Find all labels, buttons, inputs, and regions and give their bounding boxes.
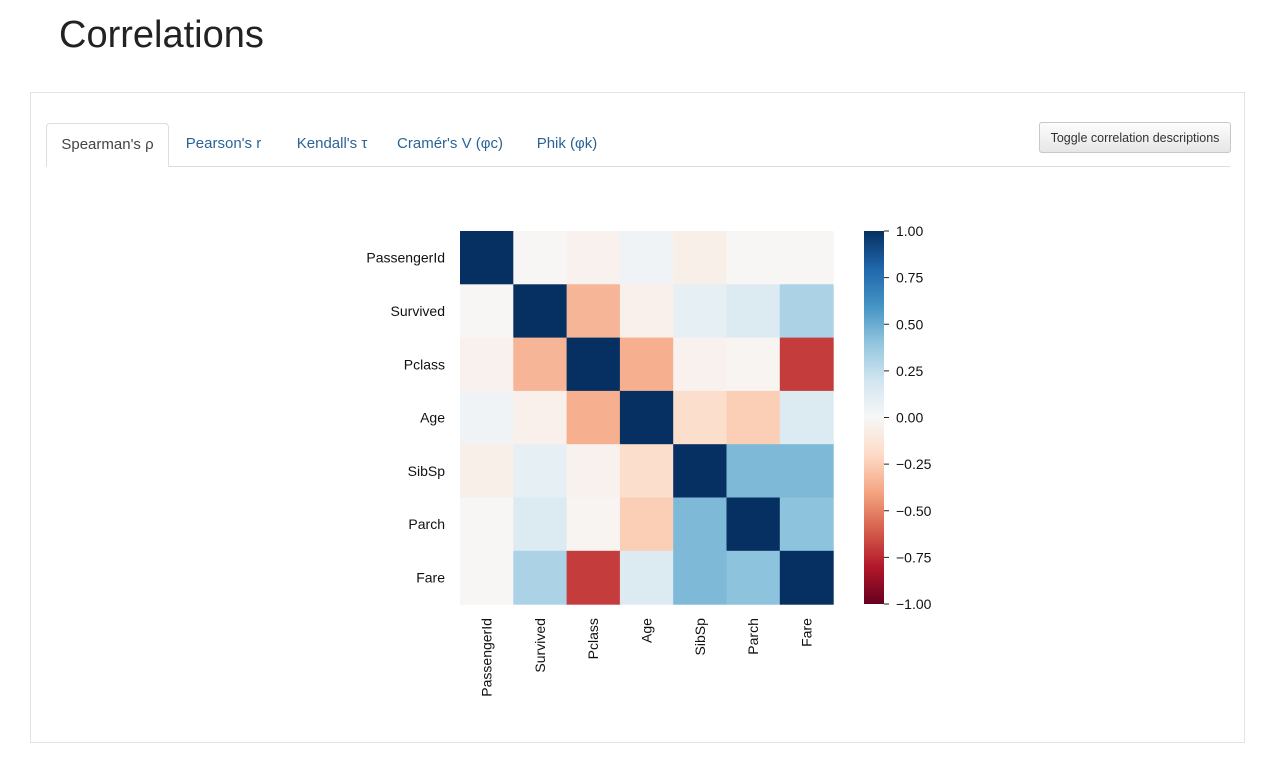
- heatmap-cell-age-sibsp: [673, 390, 728, 445]
- y-tick-label: Survived: [391, 303, 445, 319]
- tab-pearson[interactable]: Pearson's r: [185, 135, 262, 152]
- x-tick-label: PassengerId: [479, 618, 495, 697]
- x-tick-label: Survived: [532, 618, 548, 672]
- heatmap-cell-passengerid-pclass: [566, 231, 621, 285]
- heatmap-cell-passengerid-survived: [513, 231, 568, 285]
- heatmap-cell-parch-age: [619, 497, 674, 552]
- y-tick-label: PassengerId: [366, 250, 445, 266]
- heatmap-cell-age-survived: [513, 390, 568, 445]
- y-tick-label: Fare: [416, 569, 445, 585]
- heatmap-cell-fare-fare: [779, 550, 834, 605]
- heatmap-cell-passengerid-fare: [779, 231, 834, 285]
- y-tick-label: Parch: [408, 516, 445, 532]
- heatmap-cell-survived-sibsp: [673, 284, 728, 339]
- heatmap-cell-age-passengerid: [460, 390, 514, 445]
- y-tick-label: Pclass: [404, 356, 445, 372]
- heatmap-cell-survived-fare: [779, 284, 834, 339]
- heatmap-cell-passengerid-parch: [726, 231, 781, 285]
- heatmap-cell-pclass-passengerid: [460, 337, 514, 392]
- heatmap-cell-sibsp-fare: [779, 444, 834, 499]
- x-tick-label: Fare: [798, 618, 814, 647]
- y-tick-label: SibSp: [408, 463, 446, 479]
- heatmap-cell-survived-age: [619, 284, 674, 339]
- heatmap-cell-survived-parch: [726, 284, 781, 339]
- tab-phik[interactable]: Phik (φk): [536, 135, 598, 152]
- heatmap-cell-parch-sibsp: [673, 497, 728, 552]
- heatmap-cell-parch-passengerid: [460, 497, 514, 552]
- heatmap-cell-survived-survived: [513, 284, 568, 339]
- heatmap-cell-pclass-parch: [726, 337, 781, 392]
- heatmap-cell-parch-fare: [779, 497, 834, 552]
- heatmap-cell-sibsp-survived: [513, 444, 568, 499]
- heatmap-cell-parch-pclass: [566, 497, 621, 552]
- colorbar-tick-label: −0.75: [896, 549, 932, 565]
- y-tick-label: Age: [420, 410, 445, 426]
- heatmap-cell-pclass-sibsp: [673, 337, 728, 392]
- heatmap-cell-passengerid-age: [619, 231, 674, 285]
- colorbar-tick-label: 0.75: [896, 270, 923, 286]
- x-tick-label: Parch: [745, 618, 761, 655]
- heatmap-cell-passengerid-sibsp: [673, 231, 728, 285]
- heatmap-cell-sibsp-pclass: [566, 444, 621, 499]
- heatmap-cell-fare-parch: [726, 550, 781, 605]
- heatmap-cell-age-fare: [779, 390, 834, 445]
- heatmap-cell-passengerid-passengerid: [460, 231, 514, 285]
- colorbar-tick-label: −0.25: [896, 456, 932, 472]
- colorbar-tick-label: 0.50: [896, 316, 923, 332]
- tab-spearman[interactable]: Spearman's ρ: [46, 123, 169, 167]
- tab-cramers-v[interactable]: Cramér's V (φc): [397, 135, 503, 152]
- x-tick-label: Pclass: [585, 618, 601, 659]
- toggle-correlation-descriptions-button[interactable]: Toggle correlation descriptions: [1039, 122, 1231, 153]
- heatmap-cell-pclass-survived: [513, 337, 568, 392]
- heatmap-cell-parch-survived: [513, 497, 568, 552]
- heatmap-cell-age-age: [619, 390, 674, 445]
- page-title: Correlations: [59, 14, 264, 56]
- heatmap-cell-parch-parch: [726, 497, 781, 552]
- colorbar-tick-label: 1.00: [896, 223, 923, 239]
- colorbar-tick-label: 0.25: [896, 363, 923, 379]
- heatmap-cell-fare-survived: [513, 550, 568, 605]
- heatmap-cell-survived-pclass: [566, 284, 621, 339]
- heatmap-cell-sibsp-sibsp: [673, 444, 728, 499]
- colorbar: [864, 231, 884, 604]
- tab-kendall[interactable]: Kendall's τ: [296, 135, 368, 152]
- heatmap-cell-age-parch: [726, 390, 781, 445]
- colorbar-tick-label: −1.00: [896, 596, 932, 612]
- heatmap-cell-sibsp-passengerid: [460, 444, 514, 499]
- colorbar-tick-label: −0.50: [896, 503, 932, 519]
- heatmap-cell-pclass-pclass: [566, 337, 621, 392]
- colorbar-tick-label: 0.00: [896, 410, 923, 426]
- heatmap-cell-fare-passengerid: [460, 550, 514, 605]
- heatmap-cell-age-pclass: [566, 390, 621, 445]
- x-tick-label: SibSp: [692, 618, 708, 656]
- heatmap-cell-sibsp-parch: [726, 444, 781, 499]
- heatmap-cell-survived-passengerid: [460, 284, 514, 339]
- heatmap-cell-fare-age: [619, 550, 674, 605]
- x-tick-label: Age: [639, 618, 655, 643]
- heatmap-cell-sibsp-age: [619, 444, 674, 499]
- heatmap-cell-pclass-age: [619, 337, 674, 392]
- correlation-tabs: Spearman's ρ Pearson's r Kendall's τ Cra…: [46, 123, 1230, 167]
- heatmap-cell-fare-sibsp: [673, 550, 728, 605]
- heatmap-cell-fare-pclass: [566, 550, 621, 605]
- heatmap-cell-pclass-fare: [779, 337, 834, 392]
